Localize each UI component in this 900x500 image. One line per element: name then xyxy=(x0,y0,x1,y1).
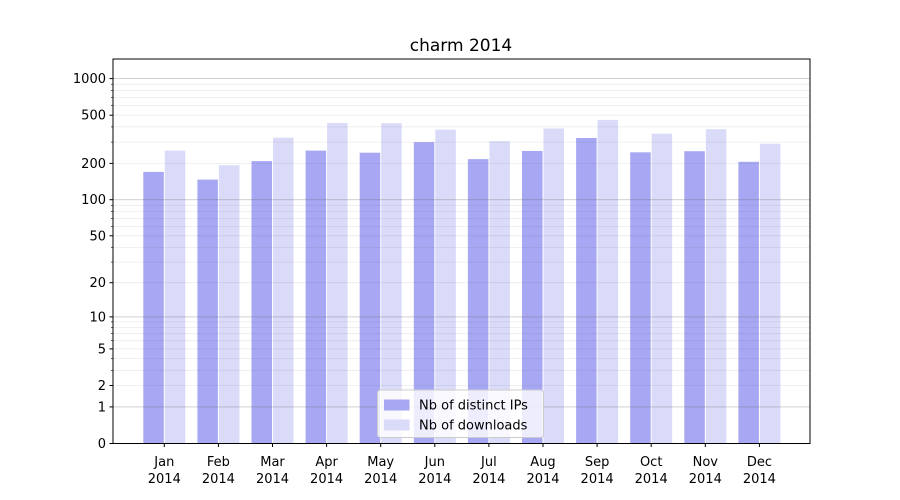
bars-layer xyxy=(143,119,781,444)
x-tick-label-year: 2014 xyxy=(148,472,181,487)
x-tick-label-month: Mar xyxy=(260,455,285,470)
legend-label-downloads: Nb of downloads xyxy=(419,419,528,434)
x-tick-label-month: Oct xyxy=(640,455,662,470)
bar-distinct-ips-dec xyxy=(738,161,759,444)
y-tick-label: 10 xyxy=(89,310,106,325)
bar-downloads-nov xyxy=(705,129,727,444)
y-tick-label: 100 xyxy=(81,193,106,208)
x-tick-label-month: Jan xyxy=(153,455,174,470)
y-tick-label: 20 xyxy=(89,276,106,291)
x-tick-label-month: Aug xyxy=(530,455,555,470)
x-tick-label-year: 2014 xyxy=(472,472,505,487)
bar-distinct-ips-mar xyxy=(251,161,272,444)
legend-swatch-downloads xyxy=(384,419,410,431)
x-tick-label-month: May xyxy=(367,455,394,470)
x-tick-label-month: Nov xyxy=(693,455,719,470)
y-tick-label: 500 xyxy=(81,109,106,124)
legend-box xyxy=(377,389,544,438)
x-tick-label-month: Jul xyxy=(480,455,497,470)
bar-distinct-ips-nov xyxy=(684,151,705,444)
bar-distinct-ips-oct xyxy=(630,152,651,444)
bar-downloads-oct xyxy=(651,133,673,444)
bar-distinct-ips-jan xyxy=(143,171,164,444)
x-tick-label-month: Jun xyxy=(424,455,445,470)
y-tick-label: 50 xyxy=(89,229,106,244)
bar-downloads-dec xyxy=(759,143,781,444)
bar-downloads-apr xyxy=(327,122,348,444)
bar-downloads-sep xyxy=(597,119,619,444)
bar-distinct-ips-may xyxy=(359,152,381,444)
x-tick-label-year: 2014 xyxy=(310,472,343,487)
x-tick-label-year: 2014 xyxy=(743,472,776,487)
bar-distinct-ips-apr xyxy=(305,150,327,444)
x-tick-label-month: Feb xyxy=(207,455,230,470)
bar-downloads-aug xyxy=(543,128,564,444)
bar-downloads-jan xyxy=(164,150,186,444)
bar-distinct-ips-feb xyxy=(197,179,218,444)
legend-swatch-distinct-ips xyxy=(384,399,410,411)
x-tick-label-month: Apr xyxy=(315,455,338,470)
bar-distinct-ips-aug xyxy=(522,151,543,444)
legend-label-distinct-ips: Nb of distinct IPs xyxy=(419,399,528,414)
chart-title: charm 2014 xyxy=(410,36,512,56)
x-tick-label-year: 2014 xyxy=(364,472,397,487)
x-tick-label-year: 2014 xyxy=(526,472,559,487)
bar-distinct-ips-sep xyxy=(576,138,597,444)
x-tick-label-month: Dec xyxy=(747,455,772,470)
y-tick-label: 1000 xyxy=(73,72,106,87)
axes-layer: 0 1 2 5 10 20 50 100 200 500 1000 Jan 2014 Feb 2014 Mar… xyxy=(73,72,776,487)
bar-downloads-jun xyxy=(435,129,456,444)
bar-distinct-ips-jul xyxy=(467,159,489,444)
y-tick-label: 1 xyxy=(98,400,106,415)
x-tick-label-year: 2014 xyxy=(418,472,451,487)
x-tick-label-year: 2014 xyxy=(689,472,722,487)
x-tick-label-year: 2014 xyxy=(202,472,235,487)
bar-downloads-feb xyxy=(218,165,240,444)
x-tick-label-year: 2014 xyxy=(635,472,668,487)
gridlines-layer xyxy=(113,78,810,408)
y-tick-label: 5 xyxy=(98,342,106,357)
bar-downloads-mar xyxy=(273,137,294,444)
y-tick-label: 2 xyxy=(98,379,106,394)
x-tick-label-year: 2014 xyxy=(256,472,289,487)
y-tick-label: 200 xyxy=(81,157,106,172)
x-tick-label-month: Sep xyxy=(585,455,610,470)
bar-downloads-may xyxy=(381,123,402,444)
y-tick-label: 0 xyxy=(98,437,106,452)
bar-distinct-ips-jun xyxy=(413,142,435,444)
plot-border xyxy=(112,58,811,444)
bar-downloads-jul xyxy=(489,141,510,444)
legend: Nb of distinct IPs Nb of downloads xyxy=(377,389,544,438)
x-tick-label-year: 2014 xyxy=(581,472,614,487)
